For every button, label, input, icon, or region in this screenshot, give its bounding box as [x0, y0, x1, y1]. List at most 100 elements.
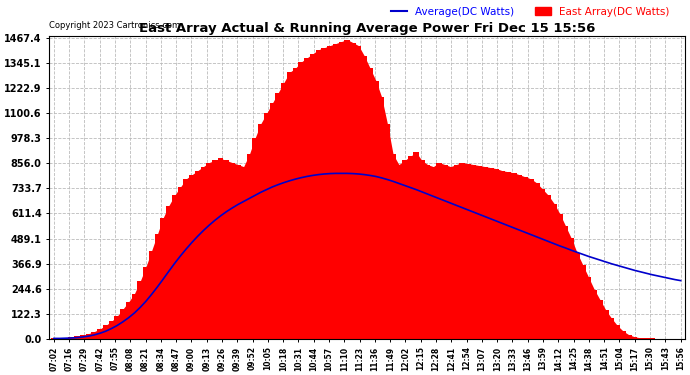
Bar [436, 162, 442, 339]
Bar [218, 158, 224, 339]
Bar [281, 82, 286, 339]
Bar [235, 165, 241, 339]
Bar [327, 46, 333, 339]
Bar [546, 195, 551, 339]
Bar [465, 164, 471, 339]
Bar [350, 43, 355, 339]
Bar [471, 165, 476, 339]
Bar [591, 290, 597, 339]
Bar [322, 48, 327, 339]
Bar [344, 39, 350, 339]
Bar [615, 326, 620, 339]
Bar [425, 165, 431, 339]
Bar [482, 166, 488, 339]
Bar [195, 171, 200, 339]
Bar [177, 187, 183, 339]
Bar [333, 44, 338, 339]
Bar [132, 294, 137, 339]
Bar [569, 238, 574, 339]
Bar [246, 154, 252, 339]
Bar [143, 267, 148, 339]
Bar [626, 335, 631, 339]
Bar [517, 175, 522, 339]
Bar [115, 316, 120, 339]
Bar [206, 162, 212, 339]
Bar [505, 172, 511, 339]
Bar [310, 54, 315, 339]
Bar [586, 278, 591, 339]
Bar [229, 162, 235, 339]
Bar [522, 177, 528, 339]
Bar [126, 302, 131, 339]
Bar [603, 310, 609, 339]
Bar [184, 179, 189, 339]
Bar [477, 166, 482, 339]
Bar [91, 332, 97, 339]
Bar [155, 234, 160, 339]
Bar [488, 168, 493, 339]
Bar [529, 179, 534, 339]
Bar [649, 338, 655, 339]
Bar [339, 42, 344, 339]
Bar [275, 93, 281, 339]
Title: East Array Actual & Running Average Power Fri Dec 15 15:56: East Array Actual & Running Average Powe… [139, 22, 595, 35]
Bar [620, 331, 626, 339]
Bar [384, 124, 390, 339]
Bar [108, 321, 114, 339]
Bar [264, 113, 269, 339]
Bar [172, 195, 177, 339]
Bar [448, 166, 453, 339]
Bar [367, 68, 373, 339]
Bar [212, 160, 217, 339]
Bar [86, 334, 91, 339]
Bar [287, 72, 293, 339]
Bar [258, 124, 264, 339]
Bar [494, 169, 500, 339]
Bar [57, 338, 62, 339]
Bar [201, 166, 206, 339]
Bar [551, 204, 557, 339]
Bar [74, 336, 79, 339]
Bar [298, 62, 304, 339]
Bar [609, 318, 614, 339]
Bar [315, 50, 321, 339]
Bar [379, 97, 384, 339]
Bar [598, 300, 603, 339]
Bar [253, 138, 258, 339]
Bar [500, 171, 505, 339]
Bar [304, 58, 310, 339]
Bar [189, 175, 195, 339]
Bar [68, 337, 74, 339]
Bar [396, 165, 402, 339]
Bar [120, 309, 126, 339]
Bar [574, 253, 580, 339]
Text: Copyright 2023 Cartronics.com: Copyright 2023 Cartronics.com [49, 21, 180, 30]
Bar [643, 338, 649, 339]
Bar [241, 166, 246, 339]
Bar [224, 160, 229, 339]
Legend: Average(DC Watts), East Array(DC Watts): Average(DC Watts), East Array(DC Watts) [387, 2, 673, 21]
Bar [534, 183, 540, 339]
Bar [391, 154, 396, 339]
Bar [413, 152, 419, 339]
Bar [149, 251, 155, 339]
Bar [408, 156, 413, 339]
Bar [97, 329, 103, 339]
Bar [166, 206, 172, 339]
Bar [373, 81, 379, 339]
Bar [270, 103, 275, 339]
Bar [632, 337, 638, 339]
Bar [80, 335, 86, 339]
Bar [453, 165, 459, 339]
Bar [160, 218, 166, 339]
Bar [362, 56, 367, 339]
Bar [540, 189, 545, 339]
Bar [460, 162, 465, 339]
Bar [356, 46, 362, 339]
Bar [103, 326, 108, 339]
Bar [557, 214, 562, 339]
Bar [511, 173, 517, 339]
Bar [419, 160, 424, 339]
Bar [431, 166, 436, 339]
Bar [580, 265, 586, 339]
